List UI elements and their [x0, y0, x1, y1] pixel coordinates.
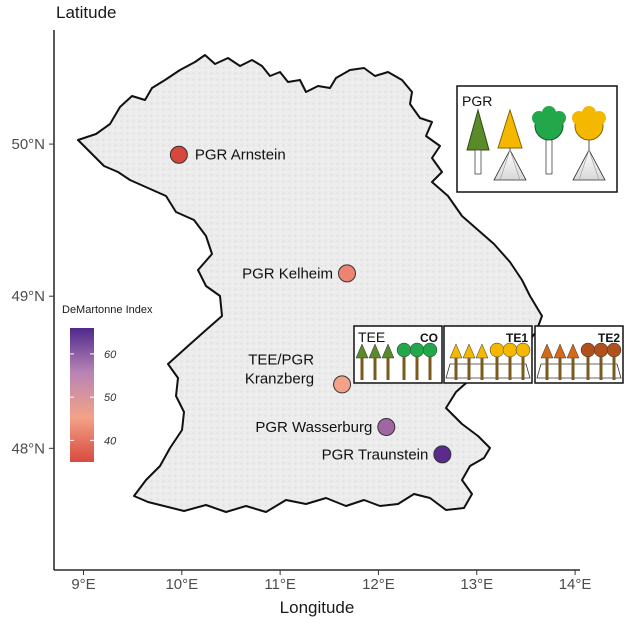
x-tick-label: 14°E [559, 576, 592, 593]
te2-inset: TE2 [534, 325, 624, 384]
co-tree-row [355, 342, 438, 380]
y-tick-label: 49°N [11, 288, 45, 305]
co-tag: CO [420, 331, 438, 345]
te1-shelter-frame [445, 363, 531, 379]
x-tick-label: 10°E [165, 576, 198, 593]
x-tick-group: 9°E 10°E 11°E 12°E 13°E 14°E [71, 570, 591, 593]
co-spruce-icon-2 [368, 343, 382, 380]
x-axis-title: Longitude [280, 598, 355, 617]
te1-spruce-icon-1 [449, 343, 463, 380]
site-marker-pgr-kelheim [337, 264, 356, 283]
spruce-green-icon [466, 108, 490, 175]
te1-tag: TE1 [506, 331, 528, 345]
legend-tick-label: 40 [104, 435, 117, 447]
te1-tree-row [445, 342, 531, 380]
legend-ticks: 40 50 60 [70, 349, 117, 447]
beech-yellow-shelter-icon [572, 106, 606, 181]
te2-tree-row [536, 342, 622, 380]
te2-beech-icon-3 [606, 342, 622, 380]
x-tick-label: 13°E [460, 576, 493, 593]
demartonne-legend: DeMartonne Index 40 50 60 [62, 304, 153, 462]
te2-shelter-frame [536, 363, 622, 379]
te2-spruce-icon-1 [540, 343, 554, 380]
tee-inset-title: TEE [358, 329, 385, 345]
site-marker-pgr-wasserburg [377, 418, 396, 437]
te1-spruce-icon-3 [475, 343, 489, 380]
y-tick-label: 48°N [11, 440, 45, 457]
te1-inset: TE1 [443, 325, 533, 384]
y-tick-group: 48°N 49°N 50°N [11, 136, 54, 457]
te1-beech-icon-3 [515, 342, 531, 380]
legend-title: DeMartonne Index [62, 304, 153, 316]
x-tick-label: 11°E [264, 576, 296, 593]
site-label-pgr-arnstein: PGR Arnstein [195, 147, 286, 164]
co-beech-icon-1 [396, 342, 412, 380]
co-beech-icon-3 [422, 342, 438, 380]
site-marker-tee-pgr-kranzberg [333, 375, 352, 394]
te2-spruce-icon-2 [553, 343, 567, 380]
y-tick-label: 50°N [11, 136, 45, 153]
legend-colorbar [70, 328, 94, 462]
te1-beech-icon-2 [502, 342, 518, 380]
pgr-inset-title: PGR [462, 93, 492, 109]
site-label-pgr-wasserburg: PGR Wasserburg [255, 419, 372, 436]
te1-spruce-icon-2 [462, 343, 476, 380]
spruce-yellow-shelter-icon [493, 108, 527, 181]
co-spruce-icon-3 [381, 343, 395, 380]
y-axis-title: Latitude [56, 3, 117, 22]
legend-tick-label: 60 [104, 349, 117, 361]
x-tick-label: 9°E [71, 576, 95, 593]
site-markers: PGR Arnstein PGR Kelheim TEE/PGR Kranzberg P… [169, 145, 452, 464]
te2-spruce-icon-3 [566, 343, 580, 380]
site-label-tee-pgr-kranzberg-line1: TEE/PGR [248, 351, 314, 368]
co-spruce-icon-1 [355, 343, 369, 380]
plot-axes: Latitude 48°N 49°N 50°N 9°E 10°E 11°E 12°E 13°… [11, 3, 591, 617]
site-label-pgr-kelheim: PGR Kelheim [242, 265, 333, 282]
site-label-tee-pgr-kranzberg-line2: Kranzberg [245, 370, 314, 387]
bavaria-outline [77, 54, 543, 513]
tee-co-inset: TEE CO [353, 325, 443, 384]
legend-tick-label: 50 [104, 392, 117, 404]
site-marker-pgr-arnstein [169, 145, 188, 164]
x-tick-label: 12°E [362, 576, 395, 593]
site-marker-pgr-traunstein [433, 445, 452, 464]
te2-tag: TE2 [598, 331, 620, 345]
site-label-pgr-traunstein: PGR Traunstein [322, 446, 429, 463]
beech-green-icon [532, 106, 566, 175]
pgr-inset: PGR [456, 85, 618, 193]
